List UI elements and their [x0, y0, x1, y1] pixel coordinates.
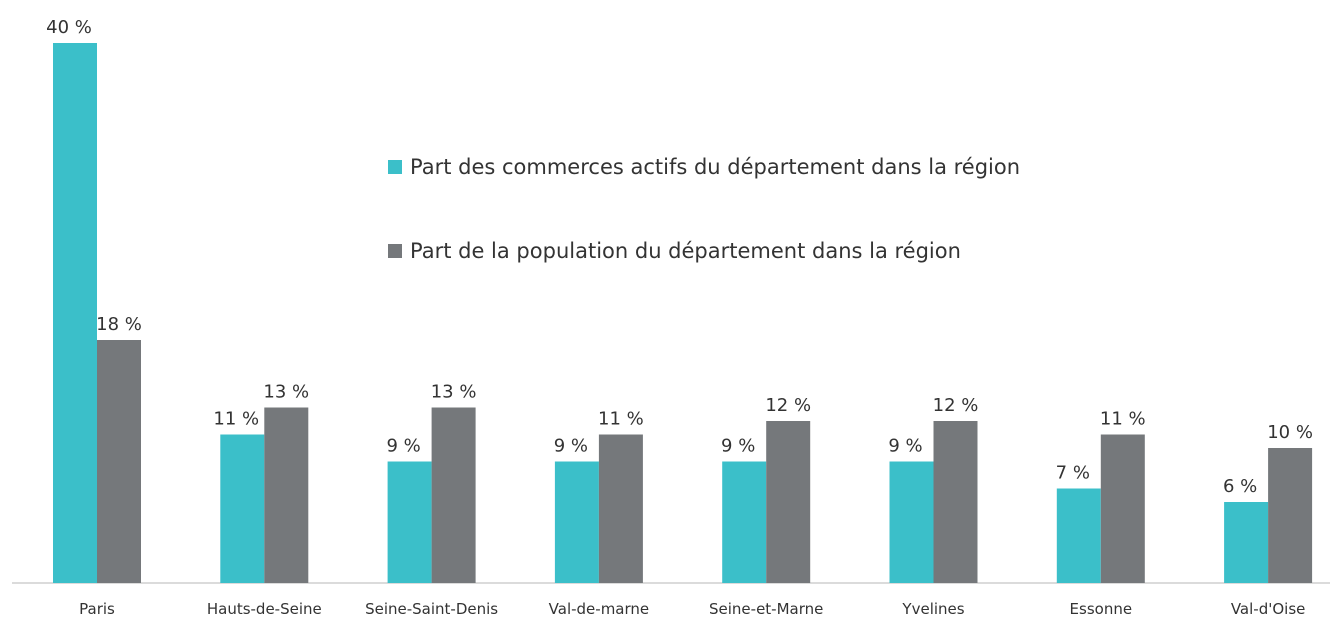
bar: [220, 434, 265, 583]
legend-swatch: [388, 160, 402, 174]
x-tick-label: Val-de-marne: [549, 600, 649, 618]
bar: [1224, 502, 1269, 583]
data-label: 9 %: [386, 436, 420, 457]
x-tick-label: Seine-et-Marne: [709, 600, 823, 618]
data-label: 9 %: [721, 436, 755, 457]
bar: [722, 461, 767, 583]
data-label: 12 %: [933, 395, 979, 416]
data-label: 13 %: [263, 382, 309, 403]
bar: [387, 461, 432, 583]
x-tick-label: Seine-Saint-Denis: [365, 600, 498, 618]
legend-swatch: [388, 244, 402, 258]
bar: [431, 407, 476, 583]
bar: [889, 461, 934, 583]
data-label: 18 %: [96, 314, 142, 335]
bar: [1268, 448, 1313, 583]
data-label: 6 %: [1223, 476, 1257, 497]
data-label: 11 %: [1100, 409, 1146, 430]
x-tick-label: Paris: [79, 600, 115, 618]
data-label: 13 %: [431, 382, 477, 403]
data-label: 11 %: [213, 409, 259, 430]
x-tick-label: Essonne: [1070, 600, 1133, 618]
x-tick-label: Hauts-de-Seine: [207, 600, 322, 618]
bar: [97, 340, 141, 583]
bar: [598, 434, 643, 583]
x-tick-label: Val-d'Oise: [1231, 600, 1306, 618]
bar: [264, 407, 309, 583]
bar: [933, 421, 978, 583]
data-label: 12 %: [765, 395, 811, 416]
bar: [53, 43, 97, 583]
data-label: 9 %: [888, 436, 922, 457]
bar: [1056, 488, 1101, 583]
data-label: 11 %: [598, 409, 644, 430]
data-label: 10 %: [1267, 422, 1313, 443]
x-tick-label: Yvelines: [901, 600, 964, 618]
data-label: 7 %: [1056, 463, 1090, 484]
legend-label: Part des commerces actifs du département…: [410, 155, 1020, 179]
bar: [1100, 434, 1145, 583]
legend-label: Part de la population du département dan…: [410, 239, 961, 263]
bar: [554, 461, 599, 583]
data-label: 40 %: [46, 17, 92, 38]
bar: [766, 421, 811, 583]
data-label: 9 %: [554, 436, 588, 457]
